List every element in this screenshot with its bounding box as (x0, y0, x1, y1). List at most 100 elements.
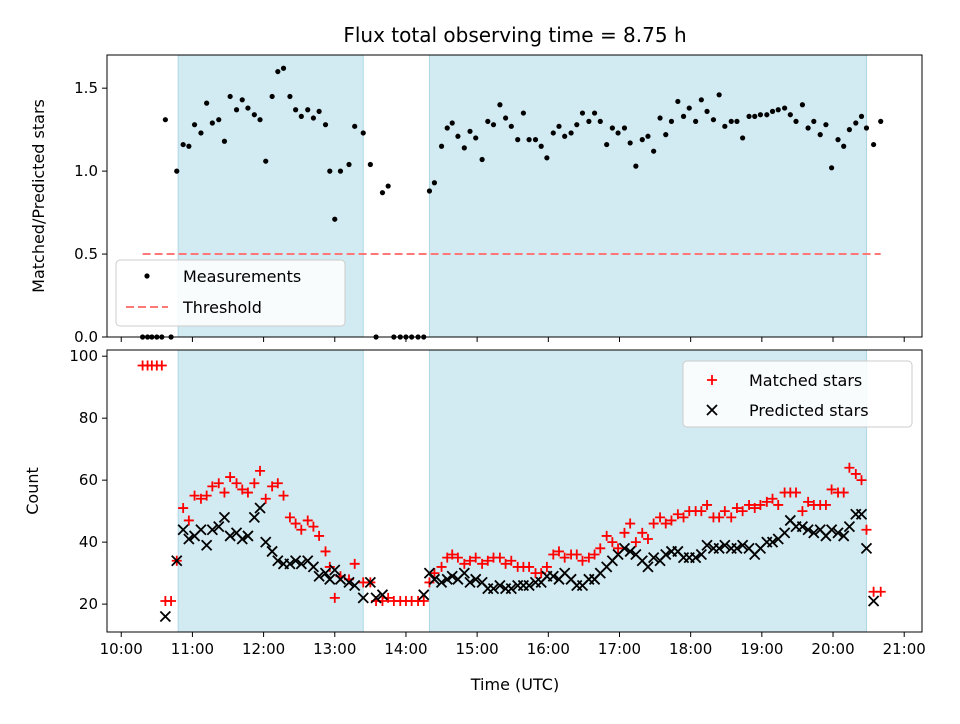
matched-star-point (850, 468, 861, 479)
predicted-star-point (376, 589, 389, 601)
legend-measurement-marker (144, 273, 150, 279)
predicted-star-point (248, 511, 260, 523)
matched-star-point (755, 499, 766, 510)
measurement-point (191, 122, 198, 128)
measurement-point (544, 155, 550, 161)
measurement-point (263, 158, 269, 164)
measurement-point (485, 118, 491, 124)
measurement-point (438, 143, 445, 149)
matched-star-point (637, 527, 648, 538)
predicted-star-point (357, 592, 369, 604)
y-tick-label: 80 (79, 409, 98, 427)
measurement-point (186, 143, 192, 149)
predicted-star-point (289, 555, 302, 567)
measurement-point (556, 123, 562, 129)
legend-predicted-marker (706, 404, 718, 416)
measurement-point (508, 123, 514, 129)
matched-star-point (820, 499, 831, 510)
y-tick-label: 20 (79, 595, 98, 613)
matched-star-point (589, 549, 600, 560)
measurement-point (657, 115, 663, 121)
y-tick-label: 60 (79, 471, 98, 489)
measurement-point (526, 137, 532, 143)
predicted-star-point (766, 536, 779, 548)
matched-star-point (619, 527, 630, 538)
measurement-point (180, 141, 186, 148)
matched-star-point (773, 499, 784, 510)
matched-star-point (494, 552, 505, 563)
predicted-star-point (183, 533, 195, 545)
measurement-point (204, 100, 210, 106)
predicted-star-point (505, 582, 517, 595)
matched-star-point (875, 586, 886, 597)
x-tick-label: 18:00 (669, 640, 712, 658)
predicted-star-point (349, 579, 361, 592)
matched-star-point (284, 512, 295, 523)
legend-measurements-label: Measurements (183, 267, 301, 286)
measurement-point (233, 107, 240, 113)
measurement-point (734, 118, 740, 124)
measurement-point (633, 163, 639, 169)
predicted-star-point (224, 530, 236, 542)
matched-star-point (577, 555, 588, 566)
measurement-point (310, 115, 317, 121)
predicted-star-point (370, 592, 382, 604)
measurement-point (645, 133, 651, 139)
matched-star-point (452, 552, 463, 563)
measurement-point (579, 110, 586, 116)
predicted-star-point (266, 545, 278, 558)
measurement-point (444, 125, 450, 131)
x-tick-label: 12:00 (242, 640, 285, 658)
matched-star-point (324, 561, 335, 572)
measurement-point (174, 168, 180, 174)
x-tick-label: 13:00 (313, 640, 356, 658)
predicted-star-point (441, 573, 453, 585)
predicted-star-point (446, 570, 458, 582)
measurement-point (216, 117, 222, 123)
matched-star-point (642, 534, 653, 545)
measurement-point (675, 98, 681, 105)
predicted-star-point (313, 570, 325, 582)
predicted-star-point (236, 533, 248, 545)
matched-star-point (183, 515, 194, 526)
predicted-star-point (458, 567, 470, 579)
matched-star-point (714, 512, 725, 523)
matched-star-point (424, 577, 435, 588)
predicted-star-point (307, 561, 320, 573)
predicted-star-point (778, 527, 791, 539)
measurement-point (490, 122, 497, 128)
measurement-point (805, 125, 811, 131)
predicted-star-point (494, 579, 506, 592)
predicted-star-point (648, 551, 660, 564)
measurement-point (858, 113, 865, 119)
measurement-point (627, 140, 633, 146)
x-tick-label: 10:00 (100, 640, 143, 658)
matched-star-point (429, 568, 440, 579)
x-tick-label: 14:00 (384, 640, 427, 658)
predicted-star-point (364, 576, 376, 589)
matched-star-point (156, 360, 167, 371)
matched-star-point (749, 503, 760, 514)
count-y-axis-label: Count (23, 467, 42, 515)
matched-star-point (231, 478, 242, 489)
measurement-point (209, 120, 215, 126)
measurement-point (829, 165, 835, 171)
measurement-point (823, 122, 829, 128)
matched-star-point (249, 478, 260, 489)
matched-star-point (696, 506, 707, 517)
measurement-point (586, 118, 592, 124)
measurement-point (782, 105, 788, 111)
matched-star-point (447, 549, 458, 560)
matched-star-point (553, 546, 564, 557)
measurement-point (257, 117, 263, 123)
predicted-star-point (213, 521, 225, 533)
predicted-star-point (796, 521, 809, 533)
matched-star-point (761, 496, 772, 507)
legend-threshold-label: Threshold (182, 298, 262, 317)
measurement-point (811, 118, 817, 124)
matched-star-point (744, 499, 755, 510)
matched-star-point (803, 496, 814, 507)
measurement-point (198, 130, 204, 136)
measurement-point (775, 107, 781, 113)
predicted-star-point (470, 573, 482, 585)
